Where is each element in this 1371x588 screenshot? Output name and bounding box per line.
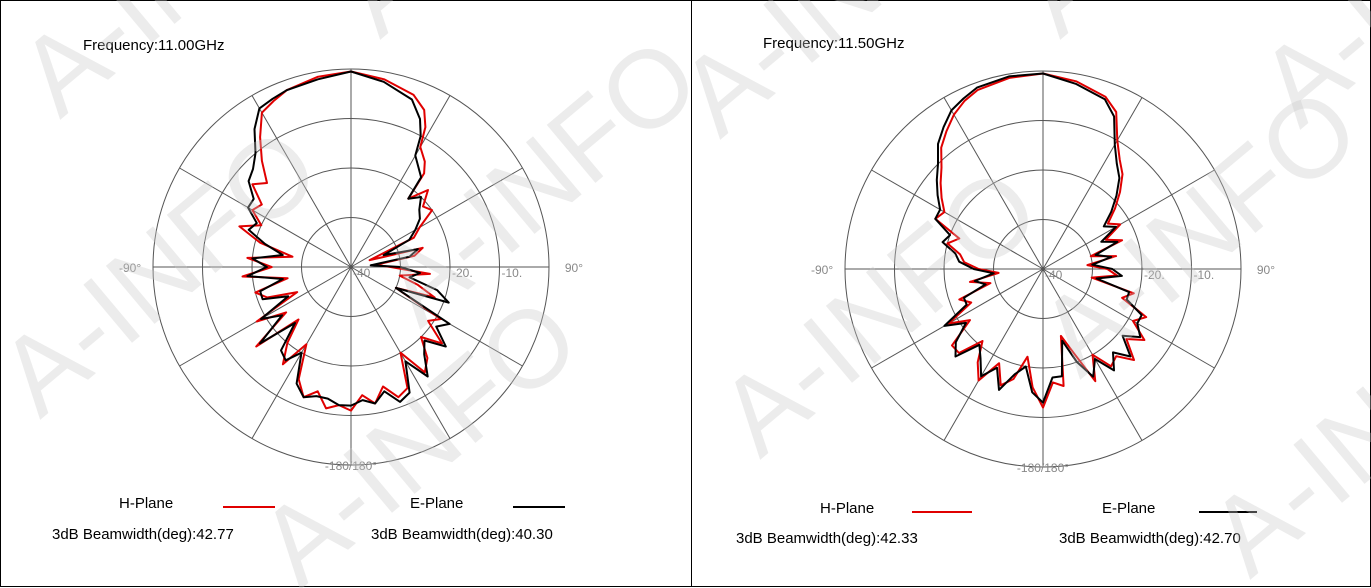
grid-spoke [350, 95, 451, 268]
radial-tick-label: -40 [353, 266, 371, 280]
radial-tick-label: -20. [1144, 268, 1165, 282]
legend-e-plane-swatch [513, 506, 565, 508]
frequency-title: Frequency:11.00GHz [83, 37, 225, 54]
chart-panel-left: -90° 90° -180/180° -40 -20. -10. Frequency:11… [0, 0, 692, 587]
h-plane-beamwidth: 3dB Beamwidth(deg):42.77 [52, 526, 234, 543]
e-plane-curve [246, 70, 451, 407]
legend-e-plane-swatch [1199, 511, 1257, 513]
h-plane-curve [934, 72, 1148, 409]
grid-spoke [871, 169, 1044, 270]
grid-spoke [350, 167, 523, 268]
grid-spoke [251, 95, 352, 268]
angle-label: -90° [119, 261, 141, 275]
angle-label: -90° [811, 263, 833, 277]
polar-plot: -90° 90° -180/180° -40 -20. -10. [811, 70, 1275, 475]
polar-plot: -90° 90° -180/180° -40 -20. -10. [119, 68, 583, 473]
radial-tick-label: -10. [1194, 268, 1215, 282]
legend-h-plane-swatch [223, 506, 275, 508]
angle-label: -180/180° [1017, 461, 1069, 475]
radial-tick-label: -20. [452, 266, 473, 280]
grid-spoke [943, 97, 1044, 270]
legend-e-plane: E-Plane [410, 495, 464, 512]
e-plane-beamwidth: 3dB Beamwidth(deg):42.70 [1059, 530, 1241, 547]
e-plane-curve [934, 72, 1143, 404]
grid-spoke [1042, 97, 1143, 270]
angle-label: 90° [565, 261, 583, 275]
legend-h-plane: H-Plane [119, 495, 174, 512]
legend-h-plane: H-Plane [820, 500, 875, 517]
radial-tick-label: -40 [1045, 268, 1063, 282]
legend-h-plane-swatch [912, 511, 972, 513]
grid-spoke [179, 167, 352, 268]
grid-spoke [943, 268, 1044, 441]
grid-spoke [1042, 268, 1215, 369]
legend-e-plane: E-Plane [1102, 500, 1156, 517]
grid-spoke [1042, 169, 1215, 270]
grid-spoke [871, 268, 1044, 369]
h-plane-beamwidth: 3dB Beamwidth(deg):42.33 [736, 530, 918, 547]
angle-label: 90° [1257, 263, 1275, 277]
e-plane-beamwidth: 3dB Beamwidth(deg):40.30 [371, 526, 553, 543]
frequency-title: Frequency:11.50GHz [763, 35, 905, 52]
radial-tick-label: -10. [502, 266, 523, 280]
angle-label: -180/180° [325, 459, 377, 473]
h-plane-curve [238, 70, 443, 412]
chart-panel-right: -90° 90° -180/180° -40 -20. -10. Frequency:11… [691, 0, 1371, 587]
